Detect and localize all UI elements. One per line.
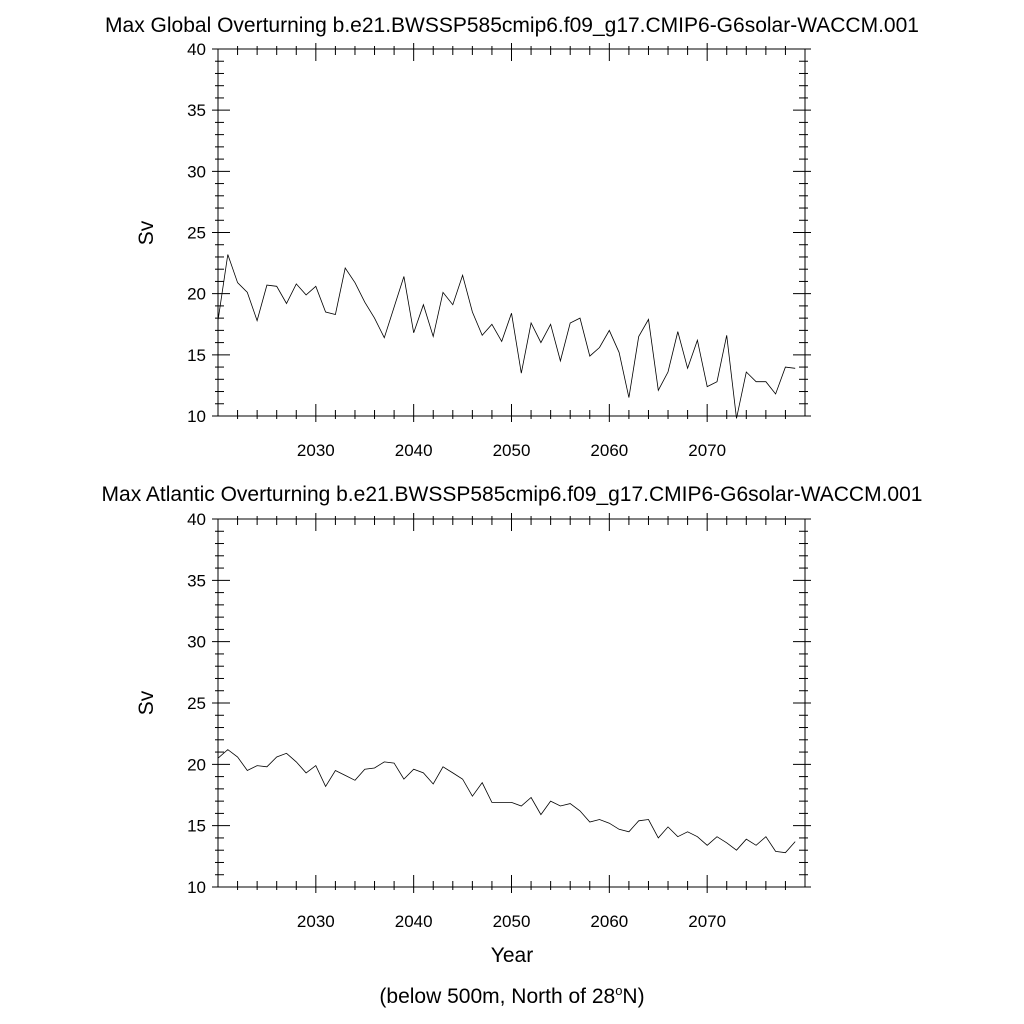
y-tick-label: 25 xyxy=(187,694,206,713)
footnote: (below 500m, North of 28oN) xyxy=(379,983,644,1008)
plot-frame xyxy=(217,518,806,888)
y-tick-label: 30 xyxy=(187,162,206,181)
axis-ticks xyxy=(212,513,811,893)
y-tick-label: 35 xyxy=(187,571,206,590)
y-tick-label: 20 xyxy=(187,285,206,304)
tick-labels: 10 15 20 25 30 35 40 2030 2040 2050 2060 2070 xyxy=(187,40,726,460)
y-axis-label: Sv xyxy=(135,690,158,715)
chart-title: Max Atlantic Overturning b.e21.BWSSP585c… xyxy=(102,483,923,506)
chart-title: Max Global Overturning b.e21.BWSSP585cmi… xyxy=(105,14,919,37)
tick-labels: 10 15 20 25 30 35 40 2030 2040 2050 2060 2070 xyxy=(187,510,726,931)
y-tick-label: 40 xyxy=(187,40,206,59)
x-tick-label: 2060 xyxy=(590,912,628,931)
x-tick-label: 2050 xyxy=(493,441,531,460)
x-tick-label: 2070 xyxy=(688,441,726,460)
footnote-suffix: N) xyxy=(622,985,644,1008)
x-axis-label: Year xyxy=(491,944,533,967)
x-tick-label: 2070 xyxy=(688,912,726,931)
x-tick-label: 2040 xyxy=(395,441,433,460)
axis-ticks xyxy=(212,43,811,422)
atlantic-overturning-panel: Max Atlantic Overturning b.e21.BWSSP585c… xyxy=(102,483,923,967)
y-tick-label: 30 xyxy=(187,633,206,652)
footnote-superscript: o xyxy=(615,983,622,998)
y-tick-label: 10 xyxy=(187,878,206,897)
x-tick-label: 2030 xyxy=(297,441,335,460)
plot-frame xyxy=(217,48,806,417)
x-tick-label: 2030 xyxy=(297,912,335,931)
y-tick-label: 35 xyxy=(187,101,206,120)
series-line xyxy=(217,749,796,854)
y-tick-label: 20 xyxy=(187,755,206,774)
series-line xyxy=(217,254,796,419)
y-tick-label: 25 xyxy=(187,224,206,243)
x-tick-label: 2040 xyxy=(395,912,433,931)
y-tick-label: 15 xyxy=(187,817,206,836)
y-axis-label: Sv xyxy=(135,220,158,245)
y-tick-label: 40 xyxy=(187,510,206,529)
x-tick-label: 2060 xyxy=(590,441,628,460)
y-tick-label: 15 xyxy=(187,346,206,365)
x-tick-label: 2050 xyxy=(493,912,531,931)
global-overturning-panel: Max Global Overturning b.e21.BWSSP585cmi… xyxy=(105,14,919,460)
y-tick-label: 10 xyxy=(187,407,206,426)
footnote-prefix: (below 500m, North of 28 xyxy=(379,985,615,1008)
